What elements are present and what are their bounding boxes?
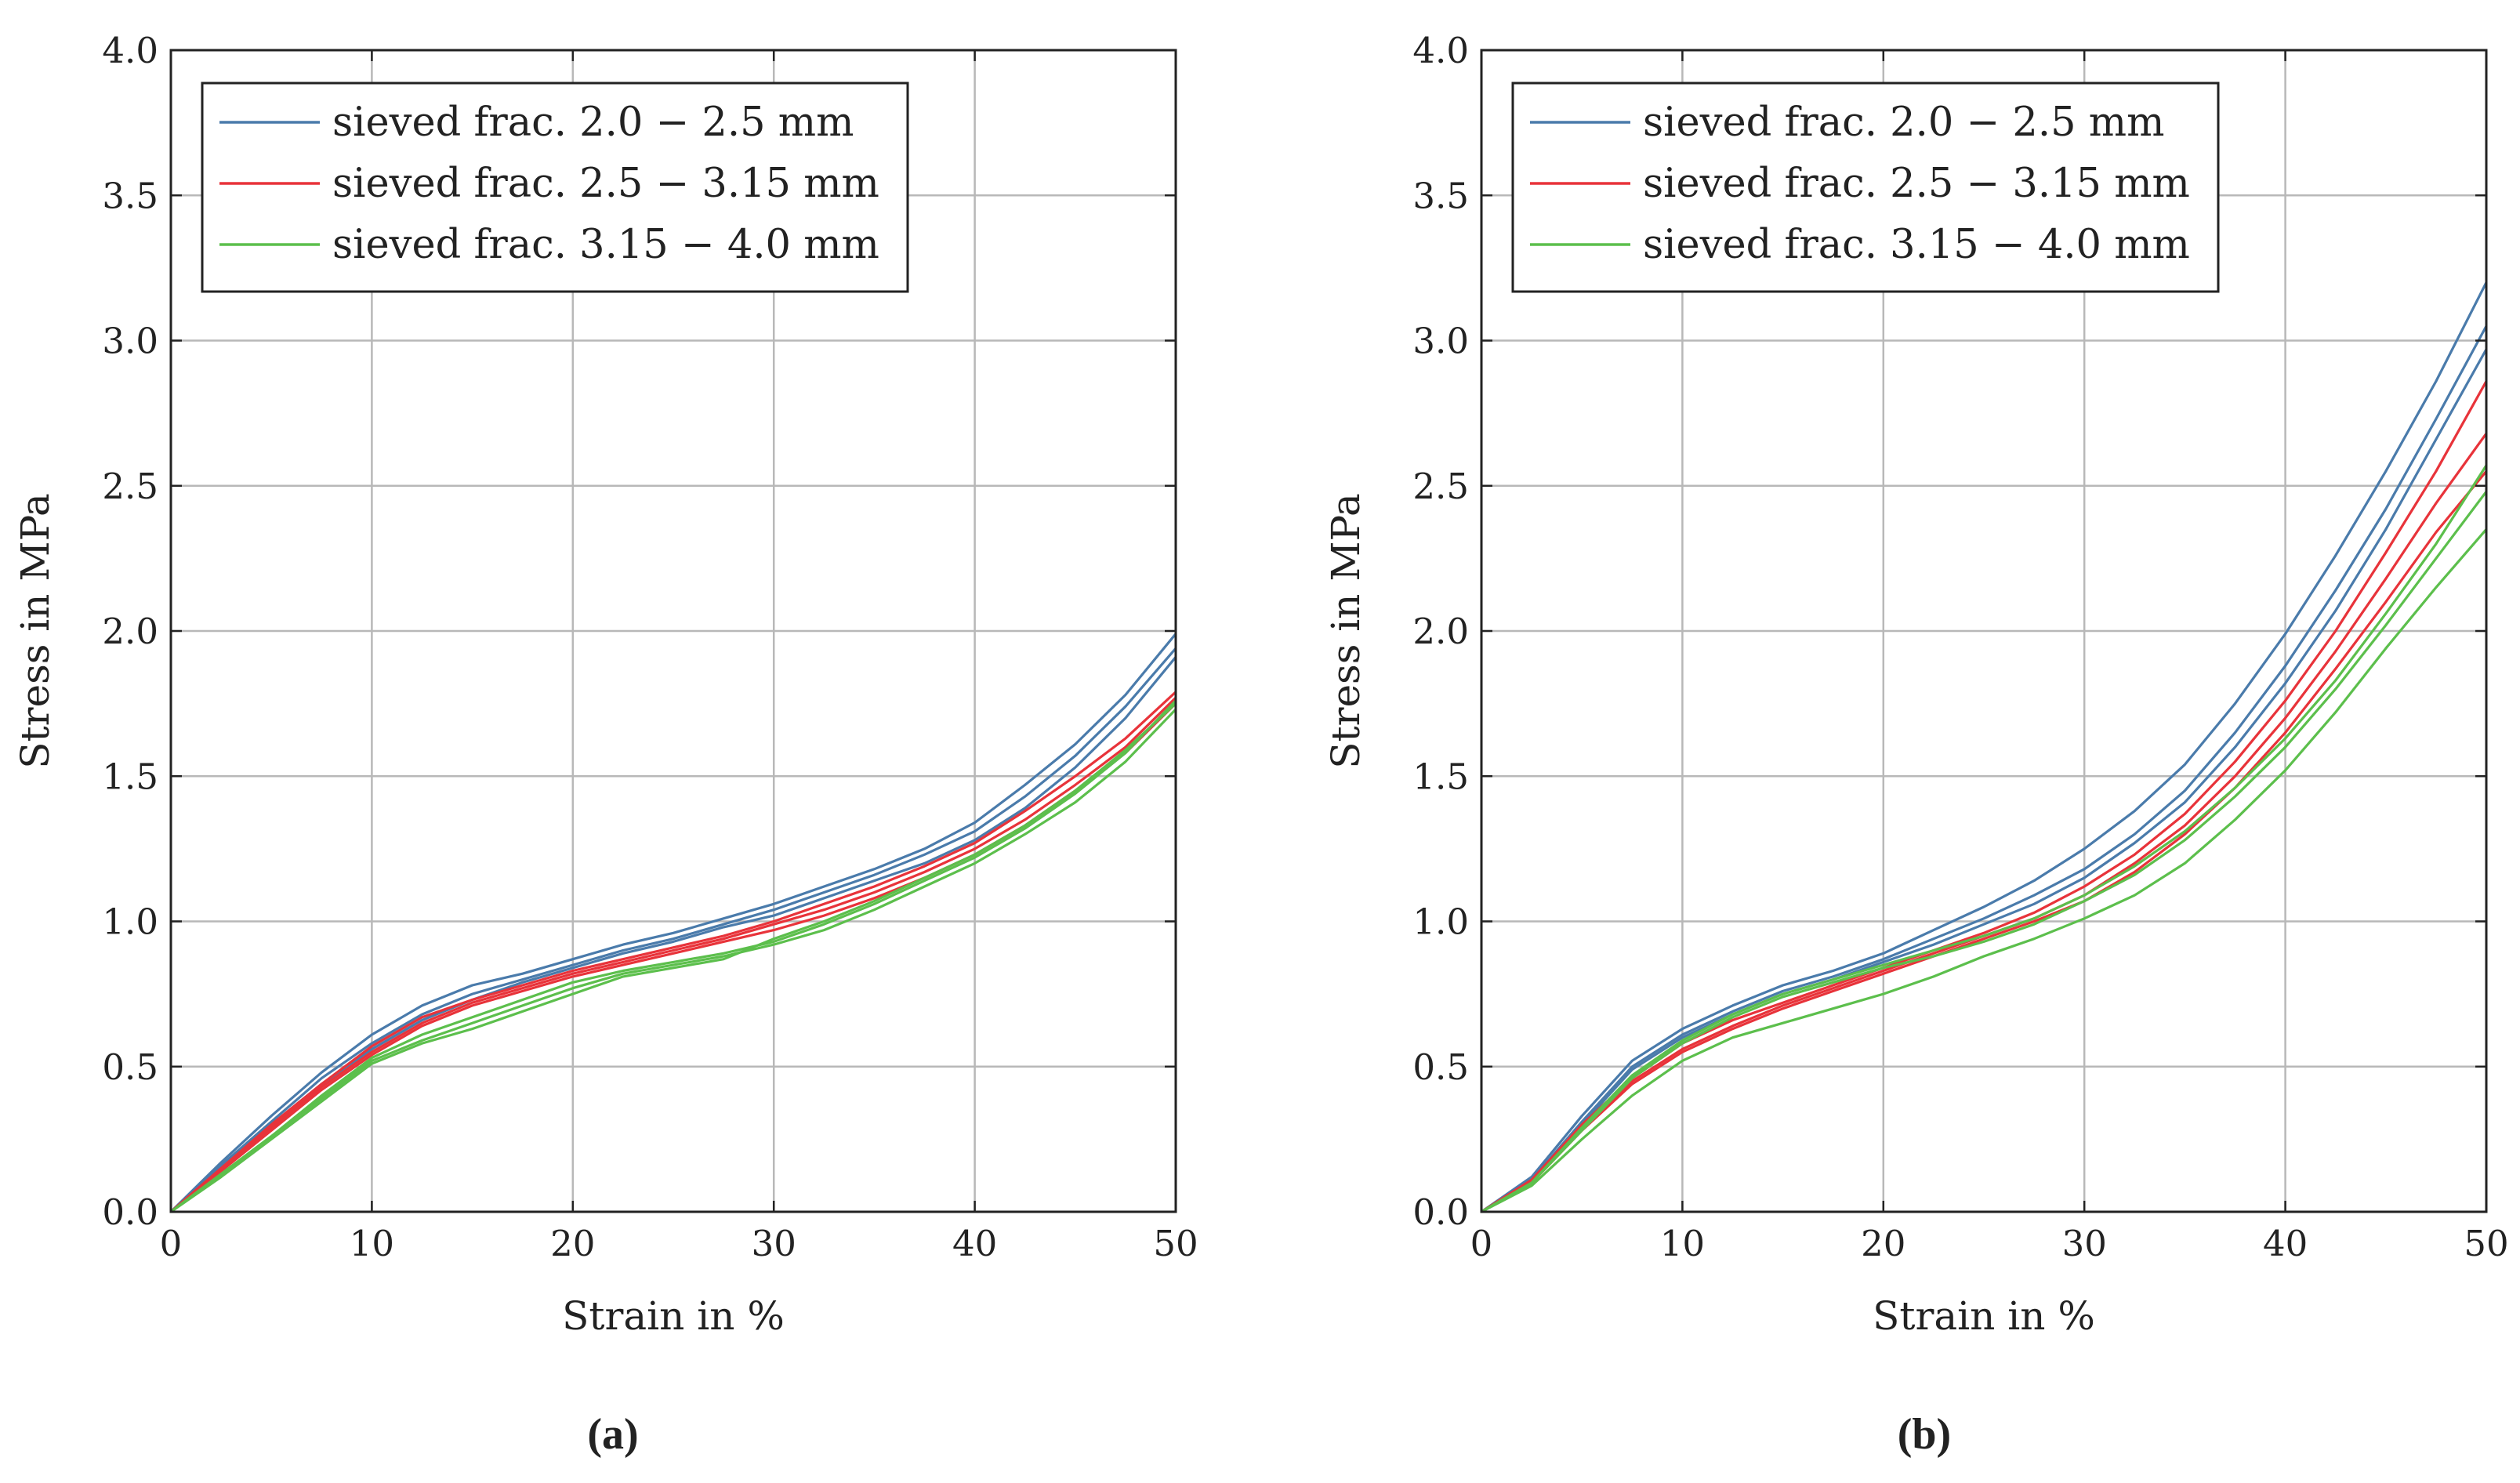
y-tick-label: 1.0	[102, 901, 158, 943]
y-tick-label: 4.0	[1412, 30, 1469, 71]
series-line	[169, 633, 1177, 1213]
y-tick-label: 3.0	[1412, 321, 1469, 362]
legend-label: sieved frac. 3.15 − 4.0 mm	[332, 222, 879, 268]
y-tick-label: 2.5	[1412, 466, 1469, 507]
y-tick-label: 2.0	[102, 611, 158, 652]
y-tick-label: 0.0	[1412, 1191, 1469, 1233]
x-tick-label: 10	[350, 1223, 394, 1264]
panel-caption: (a)	[587, 1410, 638, 1459]
y-tick-label: 1.0	[1412, 901, 1469, 943]
x-tick-label: 0	[1470, 1223, 1493, 1264]
x-tick-label: 50	[2464, 1223, 2508, 1264]
series-line	[1481, 464, 2488, 1213]
x-tick-label: 20	[1861, 1223, 1905, 1264]
x-axis-label: Strain in %	[1873, 1293, 2095, 1339]
series-line	[1481, 491, 2488, 1213]
series-line	[170, 708, 1177, 1213]
series-line	[1481, 325, 2488, 1213]
series-line	[1481, 470, 2488, 1213]
legend-label: sieved frac. 2.0 − 2.5 mm	[332, 100, 854, 146]
series-line	[1481, 281, 2488, 1213]
series-line	[170, 702, 1177, 1213]
x-tick-label: 0	[160, 1223, 183, 1264]
y-axis-label: Stress in MPa	[1323, 493, 1369, 769]
panel-a: 0 10 20 30 40 50 0.0 0.5 1.0 1.5 2.0 2.5 3.0 3.5 4.0 St…	[13, 30, 1198, 1459]
y-tick-label: 3.0	[102, 321, 158, 362]
series-line	[1481, 380, 2488, 1213]
x-tick-label: 40	[952, 1223, 997, 1264]
series-line	[169, 702, 1177, 1213]
legend-box	[1511, 82, 2220, 293]
x-tick-label: 30	[2062, 1223, 2107, 1264]
x-tick-label: 40	[2263, 1223, 2308, 1264]
legend: sieved frac. 2.0 − 2.5 mm sieved frac. 2.…	[1511, 82, 2220, 293]
y-tick-label: 0.5	[1412, 1046, 1469, 1088]
x-tick-label: 10	[1660, 1223, 1705, 1264]
legend-box	[201, 82, 909, 293]
y-tick-label: 2.0	[1412, 611, 1469, 652]
y-tick-label: 0.5	[102, 1046, 158, 1088]
y-tick-label: 0.0	[102, 1191, 158, 1233]
panel-caption: (b)	[1898, 1410, 1951, 1459]
y-tick-label: 2.5	[102, 466, 158, 507]
series-line	[169, 691, 1177, 1213]
series-group	[1481, 281, 2488, 1213]
legend-label: sieved frac. 2.5 − 3.15 mm	[332, 161, 879, 207]
legend-label: sieved frac. 2.5 − 3.15 mm	[1643, 161, 2190, 207]
series-group	[169, 633, 1177, 1213]
y-tick-label: 3.5	[102, 175, 158, 216]
y-tick-label: 1.5	[102, 756, 158, 797]
y-tick-label: 1.5	[1412, 756, 1469, 797]
legend-label: sieved frac. 2.0 − 2.5 mm	[1643, 100, 2164, 146]
y-tick-label: 4.0	[102, 30, 158, 71]
legend: sieved frac. 2.0 − 2.5 mm sieved frac. 2.…	[201, 82, 909, 293]
x-axis-label: Strain in %	[562, 1293, 785, 1339]
y-axis-label: Stress in MPa	[13, 493, 58, 769]
x-tick-label: 50	[1153, 1223, 1198, 1264]
series-line	[1481, 348, 2488, 1213]
panel-b: 0 10 20 30 40 50 0.0 0.5 1.0 1.5 2.0 2.5 3.0 3.5 4.0 St…	[1323, 30, 2509, 1459]
series-line	[170, 699, 1177, 1213]
y-tick-label: 3.5	[1412, 175, 1469, 216]
x-tick-label: 20	[550, 1223, 595, 1264]
series-line	[169, 697, 1177, 1213]
series-line	[169, 647, 1177, 1213]
legend-label: sieved frac. 3.15 − 4.0 mm	[1643, 222, 2190, 268]
x-tick-label: 30	[752, 1223, 796, 1264]
series-line	[1481, 528, 2488, 1213]
series-line	[169, 656, 1177, 1213]
